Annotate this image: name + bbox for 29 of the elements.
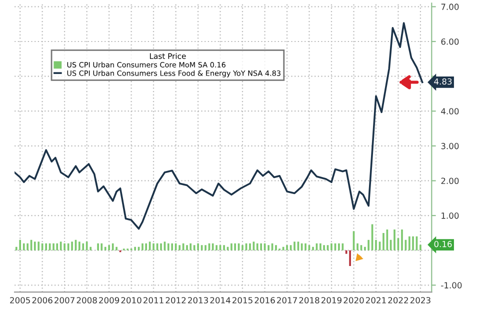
annotation: 4.83 [434,78,452,85]
x-tick-label: 2008 [76,297,97,304]
y-tick-label: -1.00 [441,282,462,288]
x-tick-label: 2020 [344,297,364,304]
x-tick-label: 2005 [10,297,30,304]
x-tick-label: 2009 [99,297,120,304]
x-tick-label: 2018 [299,297,320,304]
line-series [14,22,424,230]
x-tick-label: 2010 [121,297,142,304]
x-tick-label: 2006 [32,297,52,304]
x-tick-label: 2007 [54,297,74,304]
y-tick-label: 1.00 [442,212,459,219]
x-tick-label: 2011 [144,297,164,304]
x-tick-label: 2019 [321,297,342,304]
y-tick-label: 6.00 [441,38,459,45]
y-tick-label: 3.00 [441,142,459,150]
annotation: 0.16 [434,240,452,248]
x-tick-label: 2022 [388,297,408,304]
y-tick-label: 4.00 [441,108,459,114]
x-tick-label: 2014 [210,297,230,304]
x-tick-label: 2017 [277,297,297,304]
y-tick-label: 7.00 [441,4,459,10]
x-tick-label: 2012 [166,297,186,304]
x-tick-label: 2021 [366,297,386,304]
y-tick-label: 2.00 [441,178,459,184]
x-tick-label: 2015 [232,297,252,304]
x-tick-label: 2016 [254,297,275,304]
x-tick-label: 2013 [188,297,208,304]
x-tick-label: 2023 [410,297,430,304]
